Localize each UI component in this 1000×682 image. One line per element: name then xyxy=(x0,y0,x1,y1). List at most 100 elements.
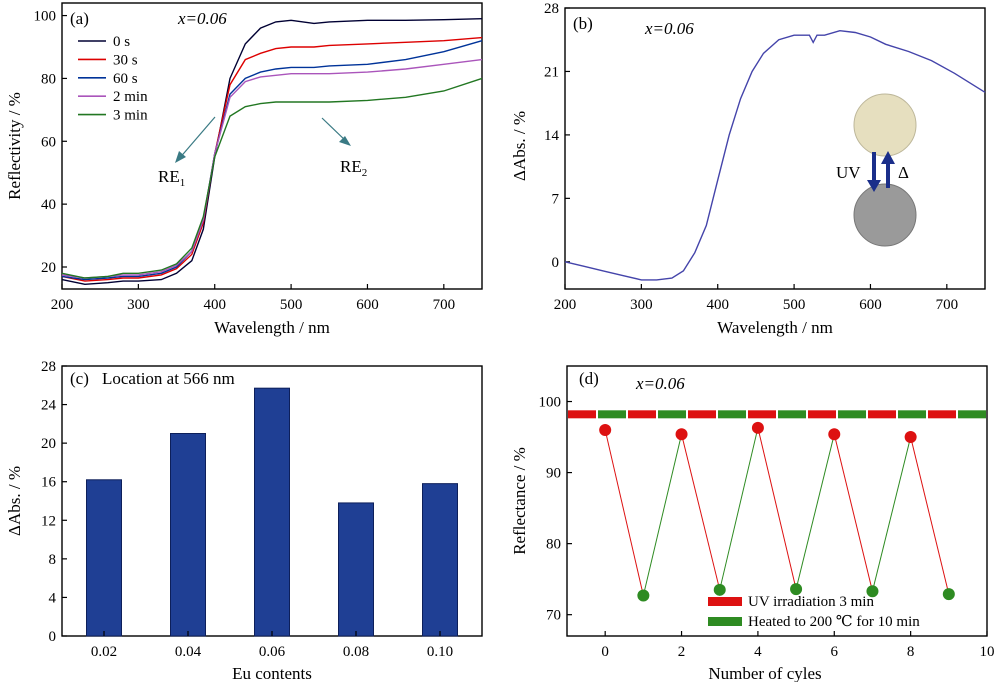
panel-c-xtick-label: 0.04 xyxy=(175,644,202,660)
panel-a-xtick-label: 400 xyxy=(203,297,226,313)
panel-b-ytick-label: 21 xyxy=(544,64,559,80)
panel-a-annotation: x=0.06 xyxy=(177,9,227,28)
panel-b-annotation: x=0.06 xyxy=(644,19,694,38)
panel-c-xtick-label: 0.06 xyxy=(259,644,286,660)
panel-b: (b) x=0.06 Wavelength / nm ΔAbs. / % 200… xyxy=(510,1,986,337)
cycle-segment xyxy=(871,436,912,592)
panel-c-xtick-label: 0.10 xyxy=(427,644,453,660)
panel-b-ytick-label: 0 xyxy=(552,255,560,271)
legend-label-0: 0 s xyxy=(113,34,130,50)
bar-0.08 xyxy=(338,502,374,637)
panel-d-xtick-label: 6 xyxy=(831,644,839,660)
panel-c-ytick-label: 4 xyxy=(49,590,57,606)
panel-c-ytick-label: 8 xyxy=(49,552,57,568)
panel-a-ytick-label: 80 xyxy=(41,71,56,87)
reference-dash xyxy=(778,410,806,419)
panel-c-ytick-label: 0 xyxy=(49,629,57,645)
panel-c-ytick-label: 24 xyxy=(41,398,57,414)
bar-0.04 xyxy=(170,433,206,637)
series-line-3 xyxy=(61,58,483,279)
panel-d-ytick-label: 80 xyxy=(546,537,561,553)
cycle-point-6 xyxy=(828,428,841,441)
series-line-0 xyxy=(61,18,483,286)
panel-d-xtick-label: 0 xyxy=(601,644,609,660)
panel-d-ytick-label: 90 xyxy=(546,466,561,482)
panel-b-xtick-label: 200 xyxy=(554,297,577,313)
panel-d-ytick-label: 100 xyxy=(539,395,562,411)
panel-b-xtick-label: 300 xyxy=(630,297,653,313)
uv-arrowhead xyxy=(867,180,881,192)
panel-a-label: (a) xyxy=(70,9,89,28)
re2-arrowhead xyxy=(339,136,351,146)
series-line-4 xyxy=(61,77,483,279)
panel-d-ylabel: Reflectance / % xyxy=(510,447,529,555)
panel-b-ylabel: ΔAbs. / % xyxy=(510,111,529,181)
irradiated-pellet xyxy=(853,183,917,247)
heat-label: Δ xyxy=(898,163,909,182)
panel-d-legend: UV irradiation 3 min Heated to 200 ℃ for… xyxy=(708,594,920,630)
legend-label-3: 2 min xyxy=(113,89,148,105)
cycle-segment xyxy=(719,427,759,590)
cycle-point-3 xyxy=(713,583,726,596)
panel-a-ytick-label: 20 xyxy=(41,260,56,276)
panel-a-xlabel: Wavelength / nm xyxy=(214,318,330,337)
reference-dash xyxy=(838,410,866,419)
panel-a: (a) x=0.06 Wavelength / nm Reflectivity … xyxy=(5,2,483,337)
panel-b-xtick-label: 600 xyxy=(859,297,882,313)
panel-d-annotation: x=0.06 xyxy=(635,374,685,393)
panel-a-xtick-label: 200 xyxy=(51,297,74,313)
panel-b-xlabel: Wavelength / nm xyxy=(717,318,833,337)
panel-c-label: (c) xyxy=(70,369,89,388)
photochromic-inset: UV Δ xyxy=(836,93,917,247)
panel-a-ytick-label: 100 xyxy=(34,9,57,25)
cycle-segment xyxy=(757,427,797,590)
bar-0.06 xyxy=(254,387,290,637)
panel-d: (d) x=0.06 Number of cyles Reflectance /… xyxy=(510,365,995,682)
cycle-point-8 xyxy=(904,431,917,444)
panel-b-ytick-label: 14 xyxy=(544,128,560,144)
heat-arrowhead xyxy=(881,151,895,164)
panel-c-ytick-label: 20 xyxy=(41,436,56,452)
cycle-segment xyxy=(681,434,721,590)
legend-uv-swatch xyxy=(708,597,742,606)
panel-b-xtick-label: 500 xyxy=(783,297,806,313)
cycle-point-2 xyxy=(675,428,688,441)
cycle-segment xyxy=(642,434,683,596)
cycle-segment xyxy=(795,434,835,590)
panel-c-ytick-label: 16 xyxy=(41,475,57,491)
panel-a-ytick-label: 40 xyxy=(41,197,56,213)
cycle-point-5 xyxy=(790,583,803,596)
panel-d-frame xyxy=(566,365,988,637)
panel-d-xtick-label: 2 xyxy=(678,644,686,660)
panel-d-xlabel: Number of cyles xyxy=(708,664,821,682)
reference-dash xyxy=(598,410,626,419)
cycle-point-1 xyxy=(637,589,650,602)
bar-0.02 xyxy=(86,479,122,637)
panel-c-xtick-label: 0.02 xyxy=(91,644,117,660)
series-line-2 xyxy=(61,40,483,281)
panel-a-frame xyxy=(61,2,483,290)
panel-d-xtick-label: 8 xyxy=(907,644,915,660)
panel-b-frame xyxy=(564,7,986,290)
reference-dash xyxy=(658,410,686,419)
legend-heat-swatch xyxy=(708,617,742,626)
reference-dash xyxy=(718,410,746,419)
panel-c-ytick-label: 28 xyxy=(41,359,56,375)
reference-dash xyxy=(808,410,836,419)
cycle-point-7 xyxy=(866,585,879,598)
unirradiated-pellet xyxy=(853,93,917,157)
legend-label-4: 3 min xyxy=(113,108,148,124)
panel-b-ytick-label: 7 xyxy=(552,191,560,207)
reference-dash xyxy=(928,410,956,419)
legend-label-2: 60 s xyxy=(113,71,138,87)
panel-c-annotation: Location at 566 nm xyxy=(102,369,235,388)
reference-dash xyxy=(748,410,776,419)
legend-label-1: 30 s xyxy=(113,52,138,68)
panel-a-xtick-label: 300 xyxy=(127,297,150,313)
re2-label: RE2 xyxy=(340,157,367,179)
cycle-point-4 xyxy=(751,421,764,434)
cycle-point-0 xyxy=(599,423,612,436)
panel-c-xlabel: Eu contents xyxy=(232,664,312,682)
panel-a-xtick-label: 600 xyxy=(356,297,379,313)
uv-label: UV xyxy=(836,163,861,182)
